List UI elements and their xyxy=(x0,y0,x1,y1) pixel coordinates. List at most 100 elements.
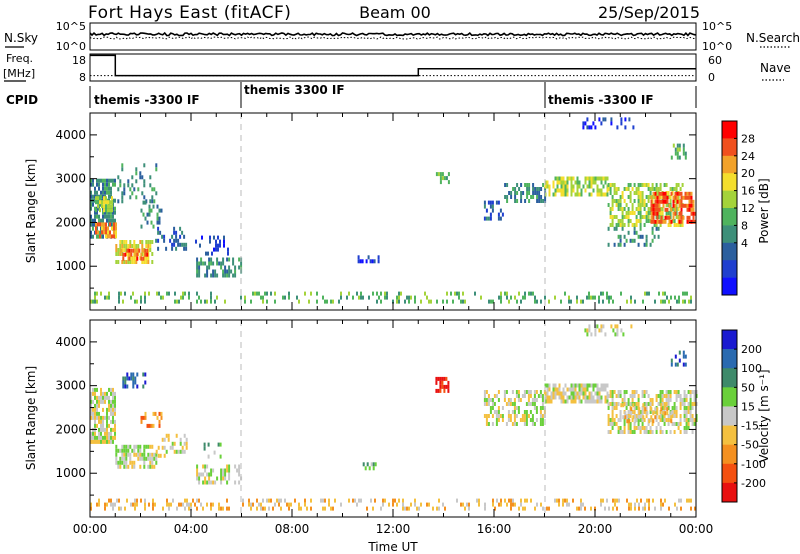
data-cell xyxy=(655,398,658,402)
data-cell xyxy=(517,410,520,414)
data-cell xyxy=(104,214,106,219)
data-cell xyxy=(544,195,547,199)
data-cell xyxy=(485,390,488,394)
data-cell xyxy=(148,423,151,428)
data-cell xyxy=(92,407,94,412)
data-cell xyxy=(643,207,646,211)
data-cell xyxy=(98,399,100,404)
data-cell xyxy=(200,502,202,507)
data-cell xyxy=(654,203,657,208)
data-cell xyxy=(496,498,498,503)
data-cell xyxy=(104,415,106,420)
data-cell xyxy=(372,506,374,511)
data-cell xyxy=(609,191,612,195)
data-cell xyxy=(617,242,620,247)
data-cell xyxy=(691,422,694,426)
data-cell xyxy=(222,476,225,481)
data-cell xyxy=(114,407,116,412)
data-cell xyxy=(106,411,108,416)
data-cell xyxy=(115,226,117,231)
data-cell xyxy=(224,472,227,477)
data-cell xyxy=(643,215,646,219)
data-cell xyxy=(627,207,630,211)
data-cell xyxy=(590,184,593,189)
data-cell xyxy=(529,418,532,422)
data-cell xyxy=(661,394,664,398)
data-cell xyxy=(165,449,168,454)
data-cell xyxy=(240,295,242,300)
data-cell xyxy=(659,195,662,199)
data-cell xyxy=(161,437,164,442)
data-cell xyxy=(316,291,318,296)
data-cell xyxy=(96,291,98,296)
data-cell xyxy=(117,464,120,469)
data-cell xyxy=(512,187,515,191)
data-cell xyxy=(408,506,410,511)
data-cell xyxy=(662,219,665,224)
data-cell xyxy=(165,433,168,438)
data-cell xyxy=(484,506,486,511)
data-cell xyxy=(631,398,634,402)
data-cell xyxy=(108,439,110,444)
data-cell xyxy=(655,414,658,418)
data-cell xyxy=(582,121,585,126)
data-cell xyxy=(679,418,682,422)
data-cell xyxy=(112,502,114,507)
data-cell xyxy=(588,391,591,396)
data-cell xyxy=(570,383,573,388)
data-cell xyxy=(200,257,203,262)
data-cell xyxy=(661,430,664,434)
data-cell xyxy=(682,143,685,148)
data-cell xyxy=(667,195,670,199)
data-cell xyxy=(332,299,334,304)
data-cell xyxy=(682,350,685,355)
data-cell xyxy=(616,328,619,333)
data-cell xyxy=(633,223,636,227)
data-cell xyxy=(670,419,673,424)
data-cell xyxy=(98,498,100,503)
data-cell xyxy=(609,402,612,406)
data-cell xyxy=(602,184,605,189)
data-cell xyxy=(288,291,290,296)
data-cell xyxy=(624,117,627,122)
data-cell xyxy=(612,506,614,511)
frequency-panel: 18 8 60 0 xyxy=(72,53,722,84)
data-cell xyxy=(326,299,328,304)
colorbar-tick-label: -50 xyxy=(741,439,759,452)
data-cell xyxy=(679,414,682,418)
data-cell xyxy=(600,399,603,404)
data-cell xyxy=(215,239,217,244)
data-cell xyxy=(90,431,92,436)
data-cell xyxy=(548,399,551,404)
data-cell xyxy=(110,186,112,191)
data-cell xyxy=(667,394,670,398)
data-cell xyxy=(149,175,152,180)
data-cell xyxy=(669,203,672,207)
data-cell xyxy=(94,391,96,396)
data-cell xyxy=(604,399,607,404)
data-cell xyxy=(96,439,98,444)
data-cell xyxy=(647,199,650,203)
data-cell xyxy=(184,291,186,296)
data-cell xyxy=(663,183,666,187)
data-cell xyxy=(686,191,689,196)
data-cell xyxy=(564,291,566,296)
data-cell xyxy=(655,191,658,195)
data-cell xyxy=(160,415,163,420)
data-cell xyxy=(108,186,110,191)
data-cell xyxy=(531,414,534,418)
data-cell xyxy=(640,498,642,503)
data-cell xyxy=(609,223,612,227)
data-cell xyxy=(109,204,111,209)
data-cell xyxy=(521,394,524,398)
data-cell xyxy=(139,240,142,244)
data-cell xyxy=(500,299,502,304)
data-cell xyxy=(130,372,133,377)
data-cell xyxy=(156,415,159,420)
data-cell xyxy=(635,426,638,430)
data-cell xyxy=(152,204,155,209)
data-cell xyxy=(107,200,109,205)
data-cell xyxy=(115,460,118,465)
data-cell xyxy=(362,462,365,467)
data-cell xyxy=(503,390,506,394)
